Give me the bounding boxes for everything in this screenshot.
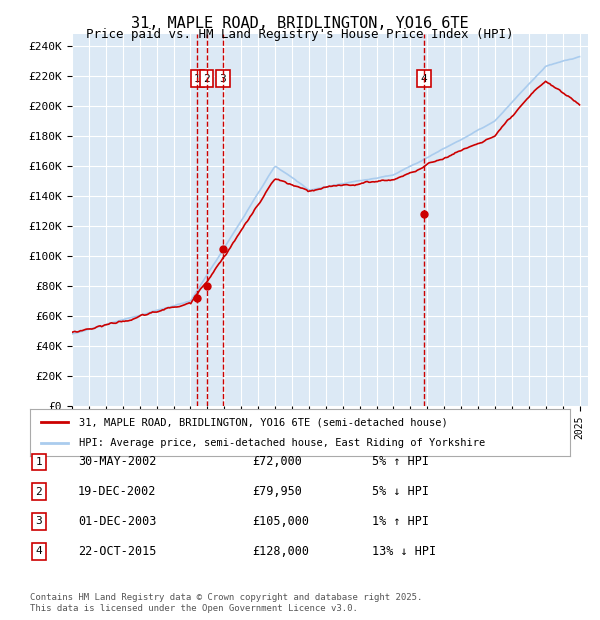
Text: 30-MAY-2002: 30-MAY-2002 [78,456,157,468]
Text: 4: 4 [421,74,427,84]
Text: 31, MAPLE ROAD, BRIDLINGTON, YO16 6TE: 31, MAPLE ROAD, BRIDLINGTON, YO16 6TE [131,16,469,30]
Text: HPI: Average price, semi-detached house, East Riding of Yorkshire: HPI: Average price, semi-detached house,… [79,438,485,448]
Text: 31, MAPLE ROAD, BRIDLINGTON, YO16 6TE (semi-detached house): 31, MAPLE ROAD, BRIDLINGTON, YO16 6TE (s… [79,417,448,427]
Text: 5% ↓ HPI: 5% ↓ HPI [372,485,429,498]
Text: 1% ↑ HPI: 1% ↑ HPI [372,515,429,528]
Text: 01-DEC-2003: 01-DEC-2003 [78,515,157,528]
Text: 1: 1 [35,457,43,467]
Text: 2: 2 [203,74,210,84]
Text: £72,000: £72,000 [252,456,302,468]
Text: 3: 3 [35,516,43,526]
Text: 2: 2 [35,487,43,497]
Text: £79,950: £79,950 [252,485,302,498]
Text: Contains HM Land Registry data © Crown copyright and database right 2025.
This d: Contains HM Land Registry data © Crown c… [30,593,422,613]
Text: 5% ↑ HPI: 5% ↑ HPI [372,456,429,468]
Text: 13% ↓ HPI: 13% ↓ HPI [372,545,436,557]
Text: 1: 1 [194,74,201,84]
Text: £105,000: £105,000 [252,515,309,528]
Text: £128,000: £128,000 [252,545,309,557]
Text: 3: 3 [220,74,226,84]
Text: 19-DEC-2002: 19-DEC-2002 [78,485,157,498]
Text: 4: 4 [35,546,43,556]
Text: 22-OCT-2015: 22-OCT-2015 [78,545,157,557]
Text: Price paid vs. HM Land Registry's House Price Index (HPI): Price paid vs. HM Land Registry's House … [86,28,514,41]
